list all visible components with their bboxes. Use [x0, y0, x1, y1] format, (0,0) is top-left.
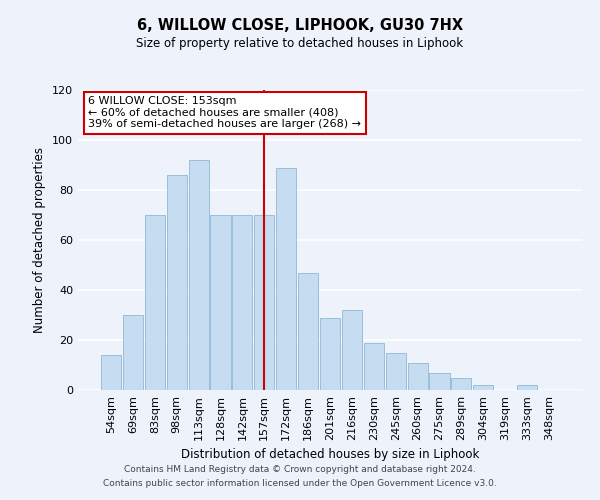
- Text: Contains HM Land Registry data © Crown copyright and database right 2024.
Contai: Contains HM Land Registry data © Crown c…: [103, 466, 497, 487]
- Bar: [123, 315, 143, 390]
- Bar: [167, 175, 187, 390]
- Bar: [145, 215, 165, 390]
- Bar: [276, 168, 296, 390]
- Bar: [386, 352, 406, 390]
- Bar: [320, 318, 340, 390]
- X-axis label: Distribution of detached houses by size in Liphook: Distribution of detached houses by size …: [181, 448, 479, 462]
- Y-axis label: Number of detached properties: Number of detached properties: [34, 147, 46, 333]
- Bar: [407, 362, 428, 390]
- Bar: [430, 372, 449, 390]
- Text: 6, WILLOW CLOSE, LIPHOOK, GU30 7HX: 6, WILLOW CLOSE, LIPHOOK, GU30 7HX: [137, 18, 463, 32]
- Bar: [254, 215, 274, 390]
- Bar: [211, 215, 230, 390]
- Bar: [473, 385, 493, 390]
- Bar: [342, 310, 362, 390]
- Text: 6 WILLOW CLOSE: 153sqm
← 60% of detached houses are smaller (408)
39% of semi-de: 6 WILLOW CLOSE: 153sqm ← 60% of detached…: [88, 96, 361, 129]
- Bar: [101, 355, 121, 390]
- Text: Size of property relative to detached houses in Liphook: Size of property relative to detached ho…: [136, 38, 464, 51]
- Bar: [364, 342, 384, 390]
- Bar: [232, 215, 253, 390]
- Bar: [451, 378, 472, 390]
- Bar: [298, 272, 318, 390]
- Bar: [517, 385, 537, 390]
- Bar: [188, 160, 209, 390]
